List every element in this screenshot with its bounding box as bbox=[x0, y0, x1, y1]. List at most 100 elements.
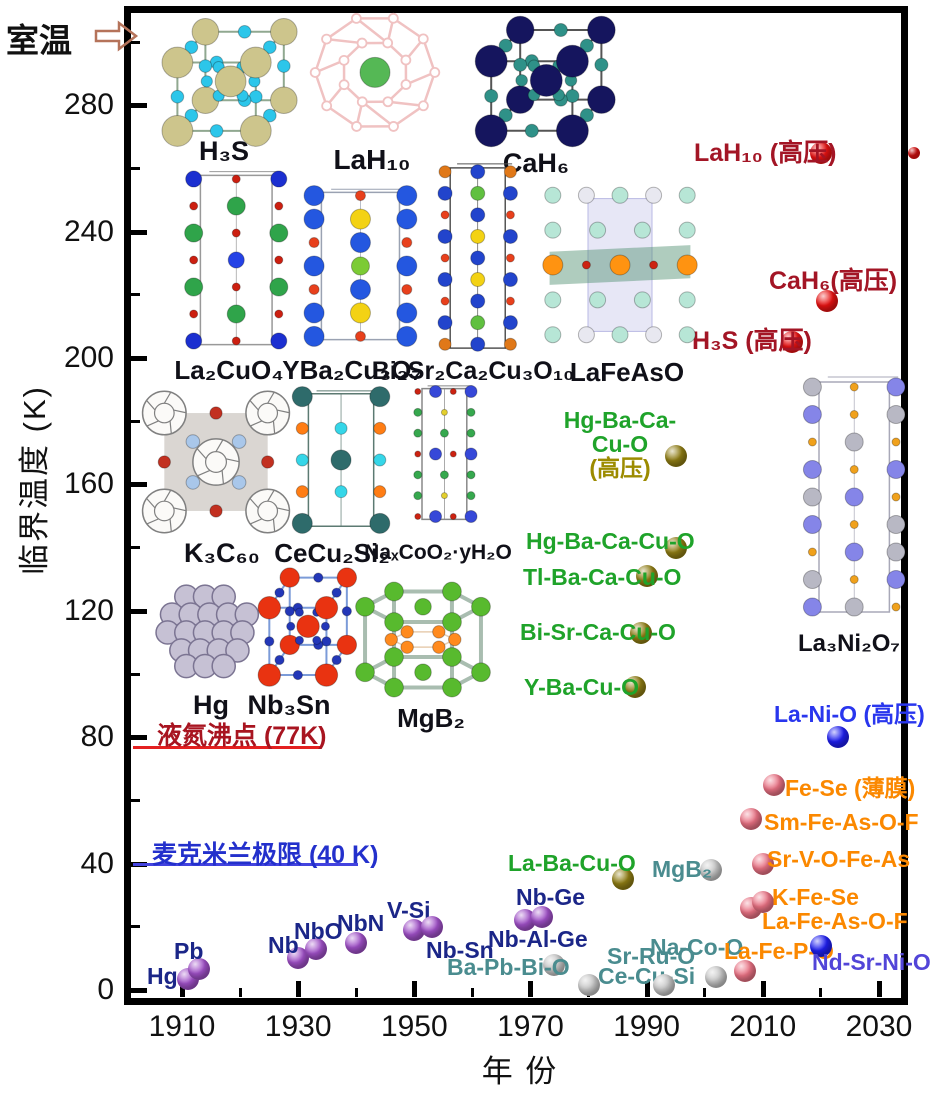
point-label-text: Hg-Ba-Ca-Cu-O bbox=[563, 407, 677, 458]
x-axis-tick-label: 1930 bbox=[264, 1010, 332, 1043]
x-axis-minor-tick bbox=[819, 988, 823, 997]
point-label-text: Sr-V-O-Fe-As bbox=[767, 846, 911, 872]
reference-line-label-1: 麦克米兰极限 (40 K) bbox=[152, 841, 379, 869]
point-label: Hg-Ba-Ca-Cu-O bbox=[526, 529, 695, 553]
data-point bbox=[780, 331, 803, 354]
point-label: La-Ni-O (高压) bbox=[774, 702, 925, 726]
structure-la2cuo4-label: La₂CuO₄ bbox=[174, 355, 284, 385]
point-label-text: Nb-Sn bbox=[426, 937, 494, 963]
point-label: NbN bbox=[337, 911, 384, 935]
x-axis-minor-tick bbox=[354, 988, 358, 997]
data-point bbox=[629, 621, 652, 644]
x-axis-tick-label: 1910 bbox=[148, 1010, 216, 1043]
reference-line-0 bbox=[133, 745, 320, 749]
y-axis-tick-label: 120 bbox=[63, 593, 114, 627]
data-point bbox=[664, 444, 687, 467]
data-point bbox=[577, 974, 600, 997]
point-label-text: NbN bbox=[337, 910, 385, 936]
point-label-text: Bi-Sr-Ca-Cu-O bbox=[520, 619, 676, 645]
x-axis-minor-tick bbox=[238, 988, 242, 997]
room-temp-label: 室温 bbox=[6, 22, 72, 59]
data-point bbox=[664, 536, 687, 559]
structure-h3s-image bbox=[161, 18, 298, 147]
x-axis-minor-tick bbox=[703, 988, 707, 997]
point-label-text: K-Fe-Se bbox=[772, 884, 859, 910]
structure-la3ni2o7-label: La₃Ni₂O₇ bbox=[797, 630, 901, 657]
point-label: Nb-Al-Ge bbox=[488, 927, 588, 951]
reference-line-1 bbox=[133, 862, 358, 866]
structure-ybco-image bbox=[303, 185, 418, 347]
structure-la2cuo4-image bbox=[184, 170, 289, 350]
y-axis-minor-tick bbox=[131, 672, 140, 676]
structure-lah10-label: LaH₁₀ bbox=[333, 144, 411, 175]
y-axis-minor-tick bbox=[131, 293, 140, 297]
point-label-text: Pb bbox=[174, 938, 204, 964]
x-axis-minor-tick bbox=[470, 988, 474, 997]
point-label: Nb-Sn bbox=[426, 938, 494, 962]
point-label-text: CaH₆(高压) bbox=[769, 267, 898, 295]
data-point bbox=[809, 141, 832, 164]
y-axis-minor-tick bbox=[131, 40, 140, 44]
x-axis-tick bbox=[528, 981, 534, 997]
point-label: Ce-Cu-Si bbox=[598, 964, 695, 988]
plot-frame bbox=[124, 6, 908, 1005]
data-point bbox=[815, 290, 838, 313]
point-label-text: Ce-Cu-Si bbox=[598, 963, 696, 989]
point-label: Sr-V-O-Fe-As bbox=[767, 847, 910, 871]
point-label: V-Si bbox=[387, 898, 430, 922]
point-label: Ba-Pb-Bi-O bbox=[447, 955, 570, 979]
reference-line-label-0: 液氮沸点 (77K) bbox=[157, 722, 327, 750]
point-label: Tl-Ba-Ca-Cu-O bbox=[523, 565, 681, 589]
point-label: La-Fe-As-O-F bbox=[762, 909, 908, 933]
y-axis-minor-tick bbox=[131, 798, 140, 802]
point-label: Na-Co-O bbox=[650, 935, 743, 959]
y-axis-tick-label: 0 bbox=[97, 973, 114, 1006]
structure-mgb2-label: MgB₂ bbox=[397, 703, 465, 733]
point-label: MgB₂ bbox=[652, 857, 712, 881]
data-point bbox=[705, 966, 728, 989]
y-axis-tick bbox=[131, 103, 147, 109]
y-axis-tick bbox=[131, 735, 147, 741]
structure-naxcoo2-label: NaₓCoO₂·yH₂O bbox=[364, 541, 512, 564]
y-axis-tick bbox=[131, 608, 147, 614]
y-axis-minor-tick bbox=[131, 925, 140, 929]
point-label-text: La-Ba-Cu-O bbox=[508, 850, 636, 876]
point-label-suffix: (高压) bbox=[589, 455, 651, 482]
point-label: K-Fe-Se bbox=[772, 885, 859, 909]
point-label-text: Sr-Ru-O bbox=[607, 943, 696, 969]
y-axis-tick-label: 80 bbox=[80, 720, 114, 754]
x-axis-tick-label: 1950 bbox=[380, 1010, 448, 1043]
data-point bbox=[304, 937, 327, 960]
point-label-text: Ba-Pb-Bi-O bbox=[447, 954, 570, 980]
structure-hg-label: Hg bbox=[193, 690, 229, 720]
point-label: Nd-Sr-Ni-O bbox=[812, 950, 931, 974]
point-label-text: V-Si bbox=[387, 897, 431, 923]
x-axis-tick bbox=[412, 981, 418, 997]
structure-bscco-image bbox=[437, 163, 518, 352]
x-axis-tick-label: 2010 bbox=[729, 1010, 797, 1043]
point-label: Pb bbox=[174, 939, 203, 963]
structure-lah10-image bbox=[309, 12, 441, 132]
structure-ybco-label: YBa₂Cu₃O₇ bbox=[282, 355, 422, 385]
point-label: Fe-Se (薄膜) bbox=[785, 776, 915, 800]
data-point bbox=[188, 958, 211, 981]
room-temp-arrow-icon bbox=[94, 20, 139, 52]
data-point bbox=[734, 960, 757, 983]
point-label: Sm-Fe-As-O-F bbox=[764, 810, 919, 834]
y-axis-tick-label: 240 bbox=[63, 214, 114, 248]
structure-lafeaso-image bbox=[542, 186, 698, 344]
structure-k3c60-image bbox=[141, 390, 291, 534]
data-point bbox=[751, 890, 774, 913]
data-point bbox=[635, 565, 658, 588]
structure-nb3sn-image bbox=[257, 567, 358, 687]
point-label-text: Y-Ba-Cu-O bbox=[524, 674, 639, 700]
x-axis-tick-label: 1990 bbox=[613, 1010, 680, 1043]
point-label: Y-Ba-Cu-O bbox=[524, 675, 639, 699]
x-axis-tick bbox=[296, 981, 302, 997]
data-point bbox=[740, 808, 763, 831]
point-label-text: Tl-Ba-Ca-Cu-O bbox=[523, 564, 682, 590]
point-label-text: Hg bbox=[147, 963, 178, 989]
point-label: LaH₁₀ (高压) bbox=[694, 140, 836, 166]
point-label-text: H₃S (高压) bbox=[692, 327, 812, 355]
y-axis-minor-tick bbox=[131, 166, 140, 170]
